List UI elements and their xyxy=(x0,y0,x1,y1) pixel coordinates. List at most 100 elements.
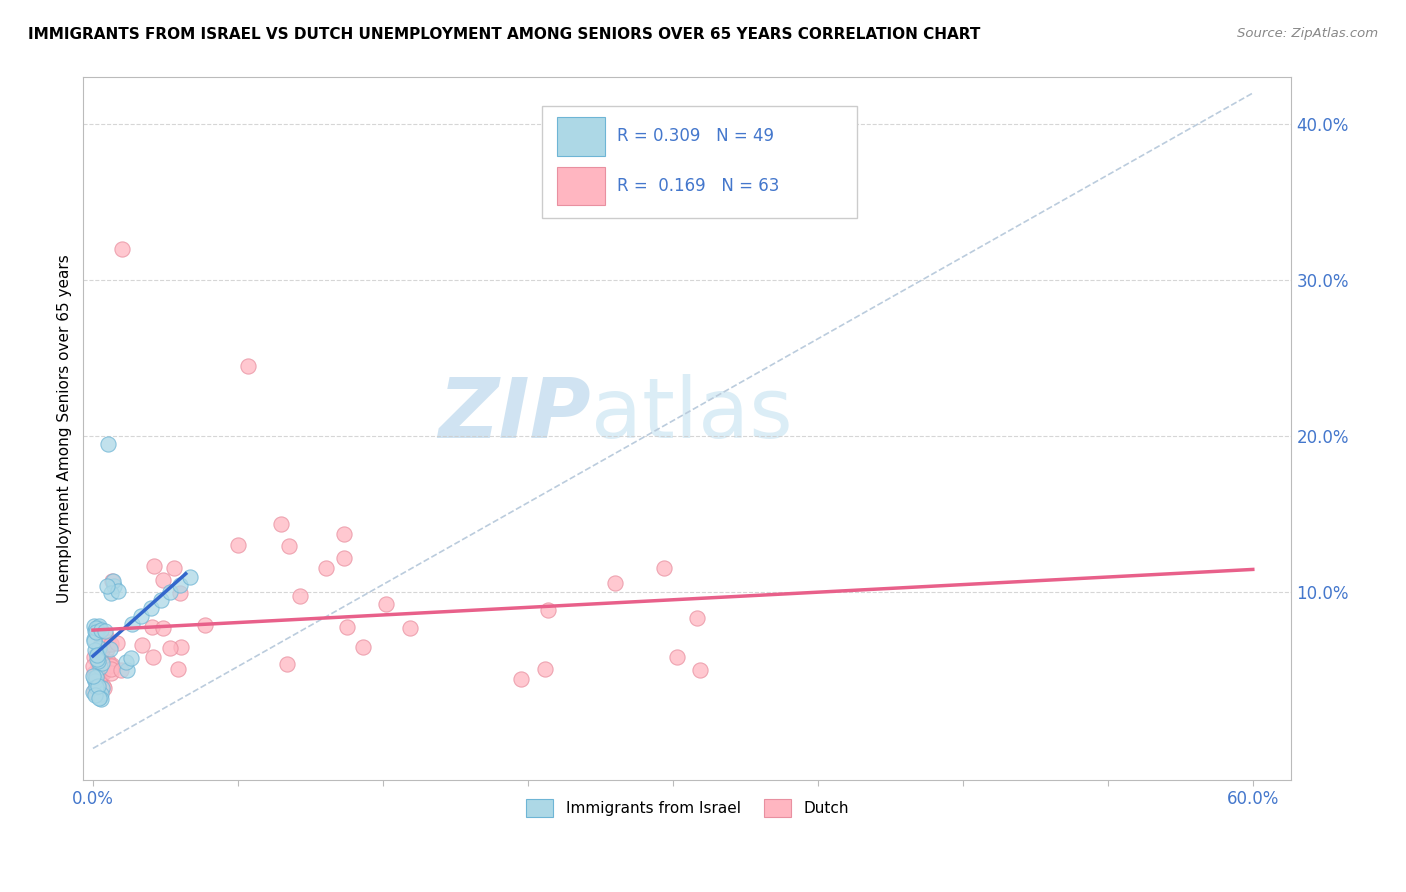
Point xyxy=(332,526,354,541)
Point xyxy=(87,673,110,687)
Point xyxy=(86,624,108,638)
Point xyxy=(129,608,152,623)
Point xyxy=(142,649,165,664)
Point xyxy=(352,640,374,655)
Y-axis label: Unemployment Among Seniors over 65 years: Unemployment Among Seniors over 65 years xyxy=(58,254,72,603)
Point xyxy=(84,621,107,635)
Point xyxy=(83,634,105,648)
Point xyxy=(236,359,259,373)
Point xyxy=(159,585,181,599)
Point xyxy=(110,663,132,677)
Point xyxy=(82,669,104,683)
Point xyxy=(169,586,191,600)
Point xyxy=(97,634,120,648)
Point xyxy=(152,621,174,635)
Point xyxy=(141,620,163,634)
Point xyxy=(83,619,105,633)
Point xyxy=(87,657,110,672)
Point xyxy=(121,616,143,631)
Point xyxy=(86,652,108,666)
Point xyxy=(89,660,111,674)
Point xyxy=(97,437,120,451)
Point xyxy=(534,663,557,677)
Point xyxy=(87,654,110,668)
Point xyxy=(665,650,688,665)
Point xyxy=(510,672,533,686)
Point xyxy=(91,666,114,681)
Point xyxy=(83,643,105,657)
Point xyxy=(93,681,115,695)
Point xyxy=(686,611,709,625)
Point xyxy=(374,597,396,611)
Point xyxy=(654,561,676,575)
Point xyxy=(537,603,560,617)
FancyBboxPatch shape xyxy=(557,167,605,205)
Point xyxy=(142,558,165,573)
Point xyxy=(100,637,122,651)
Point xyxy=(93,679,115,693)
Text: atlas: atlas xyxy=(591,374,793,455)
Point xyxy=(100,662,122,676)
Point xyxy=(90,643,112,657)
Point xyxy=(270,516,292,531)
Text: IMMIGRANTS FROM ISRAEL VS DUTCH UNEMPLOYMENT AMONG SENIORS OVER 65 YEARS CORRELA: IMMIGRANTS FROM ISRAEL VS DUTCH UNEMPLOY… xyxy=(28,27,980,42)
Point xyxy=(288,589,311,603)
FancyBboxPatch shape xyxy=(557,118,605,156)
Point xyxy=(169,577,191,591)
Point xyxy=(84,680,107,694)
Point xyxy=(97,654,120,668)
Point xyxy=(82,658,104,673)
Point xyxy=(689,663,711,677)
Point xyxy=(91,656,114,670)
Point xyxy=(101,574,124,588)
Point xyxy=(87,619,110,633)
Point xyxy=(101,658,124,673)
Point xyxy=(86,647,108,661)
Point xyxy=(100,665,122,680)
Point xyxy=(139,601,162,615)
Point xyxy=(179,570,201,584)
Point xyxy=(333,551,356,566)
Point xyxy=(152,573,174,587)
Point xyxy=(90,623,112,637)
Point xyxy=(194,618,217,632)
Point xyxy=(226,539,249,553)
Point xyxy=(336,620,359,634)
Point xyxy=(100,659,122,673)
Point xyxy=(96,642,118,657)
Point xyxy=(87,679,110,693)
Point xyxy=(149,593,172,607)
Point xyxy=(100,641,122,656)
Point xyxy=(87,691,110,706)
Point xyxy=(91,681,114,696)
Point xyxy=(398,621,420,635)
Point xyxy=(84,670,107,684)
Point xyxy=(83,665,105,680)
Text: Source: ZipAtlas.com: Source: ZipAtlas.com xyxy=(1237,27,1378,40)
Point xyxy=(120,650,142,665)
Legend: Immigrants from Israel, Dutch: Immigrants from Israel, Dutch xyxy=(519,792,856,824)
Point xyxy=(96,579,118,593)
Point xyxy=(603,575,626,590)
Point xyxy=(87,621,110,635)
Point xyxy=(131,639,153,653)
Point xyxy=(83,671,105,685)
Point xyxy=(86,648,108,662)
Point xyxy=(83,674,105,689)
Point xyxy=(111,242,134,256)
Point xyxy=(167,662,190,676)
Point xyxy=(315,560,337,574)
Point xyxy=(115,663,138,677)
Point xyxy=(94,629,117,643)
Point xyxy=(115,655,138,669)
Point xyxy=(101,574,124,589)
Point xyxy=(90,687,112,701)
Point xyxy=(83,649,105,664)
Point xyxy=(83,684,105,698)
Point xyxy=(89,670,111,684)
Point xyxy=(162,561,184,575)
Point xyxy=(103,579,125,593)
Point xyxy=(107,583,129,598)
Point xyxy=(107,636,129,650)
Point xyxy=(90,636,112,650)
